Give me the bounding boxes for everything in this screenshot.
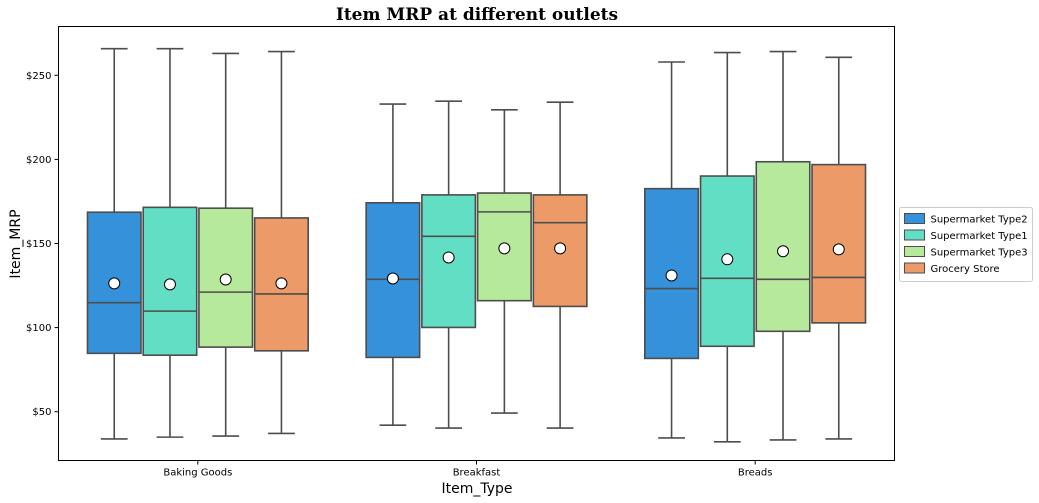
box-0-1 [142,47,198,438]
box-0-0 [86,47,142,440]
box-2-2 [755,50,811,441]
mean-marker [386,272,399,285]
mean-marker [163,278,176,291]
mean-marker [665,269,678,282]
y-axis-label: Item_MRP [8,209,24,278]
mean-marker [219,273,232,286]
y-axis-ticks: $50 $100 $150 $200 $250 [26,71,59,418]
legend-entry: Grocery Store [931,264,1000,275]
legend-entry: Supermarket Type2 [931,215,1028,226]
mean-marker [777,245,790,258]
legend-entry: Supermarket Type3 [931,248,1028,259]
box-1-2 [476,108,532,414]
legend-entry: Supermarket Type1 [931,231,1028,242]
mean-marker [442,251,455,264]
box-2-0 [644,61,700,439]
legend-swatch [904,213,925,224]
box-0-2 [198,52,254,437]
box-1-3 [532,101,588,429]
x-axis-label: Item_Type [441,481,512,497]
legend-swatch [904,229,925,241]
y-tick-label: $250 [26,71,51,82]
mean-marker [498,242,511,255]
legend-frame [899,207,1033,282]
mean-marker [275,277,288,290]
x-tick-label: Breads [738,468,773,479]
legend-swatch [904,246,925,257]
mean-marker [554,242,567,255]
x-axis-ticks: Baking Goods Breakfast Breads [163,460,773,479]
legend: Supermarket Type2 Supermarket Type1 Superm… [899,207,1033,282]
box-0-3 [253,50,309,435]
y-tick-label: $100 [26,323,51,334]
box-1-0 [365,103,421,426]
y-tick-label: $150 [26,239,51,250]
x-tick-label: Breakfast [453,468,501,479]
y-tick-label: $200 [26,155,51,166]
box-1-1 [421,100,477,429]
box-2-3 [811,56,867,440]
mean-marker [832,243,845,256]
mean-marker [108,277,121,290]
y-tick-label: $50 [32,407,51,418]
plot-area [86,47,867,443]
mean-marker [721,253,734,266]
box-2-1 [699,51,755,443]
chart-title: Item MRP at different outlets [336,5,618,25]
legend-swatch [904,262,925,274]
x-tick-label: Baking Goods [163,468,232,479]
